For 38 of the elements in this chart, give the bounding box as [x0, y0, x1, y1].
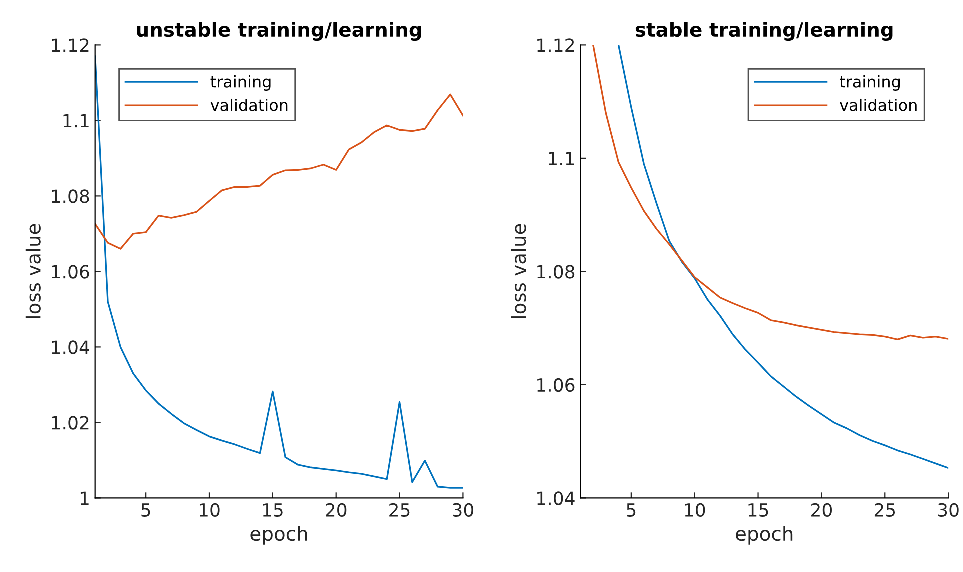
x-tick-label: 25: [390, 503, 410, 518]
x-axis-title: epoch: [736, 526, 793, 545]
x-axis-title: epoch: [250, 526, 308, 545]
line-series: [95, 56, 464, 489]
line-series: [592, 45, 949, 340]
x-tick-label: 15: [748, 504, 768, 518]
x-tick-label: 20: [812, 503, 832, 518]
y-tick-label: 1: [80, 492, 89, 506]
chart-title: unstable training/learning: [137, 22, 422, 42]
y-tick-label: 1.08: [52, 190, 90, 204]
legend-label: validation: [840, 98, 917, 112]
legend-label: validation: [210, 98, 288, 112]
line-series: [95, 94, 464, 250]
chart-title: stable training/learning: [636, 22, 893, 42]
y-axis-title: loss value: [511, 224, 526, 318]
y-tick-label: 1.1: [549, 152, 574, 166]
y-axis-title: loss value: [26, 224, 41, 318]
y-tick-label: 1.12: [52, 38, 89, 52]
y-tick-label: 1.04: [52, 340, 90, 354]
legend-label: training: [210, 76, 271, 91]
y-tick-label: 1.12: [538, 38, 574, 52]
legend-label: training: [840, 76, 900, 91]
y-tick-label: 1.08: [538, 265, 575, 279]
y-tick-label: 1.06: [538, 378, 575, 392]
y-tick-label: 1.04: [538, 492, 575, 506]
x-tick-label: 5: [142, 504, 150, 518]
x-tick-label: 20: [326, 503, 347, 518]
x-tick-label: 10: [685, 503, 706, 518]
y-tick-label: 1.1: [64, 114, 89, 128]
x-tick-label: 15: [263, 504, 283, 518]
line-series: [618, 45, 949, 470]
x-tick-label: 30: [453, 503, 474, 518]
y-tick-label: 1.02: [52, 416, 89, 430]
x-tick-label: 5: [627, 504, 636, 518]
x-tick-label: 30: [938, 503, 959, 518]
x-tick-label: 25: [874, 503, 896, 518]
x-tick-label: 10: [200, 503, 220, 518]
y-tick-label: 1.06: [52, 265, 90, 279]
